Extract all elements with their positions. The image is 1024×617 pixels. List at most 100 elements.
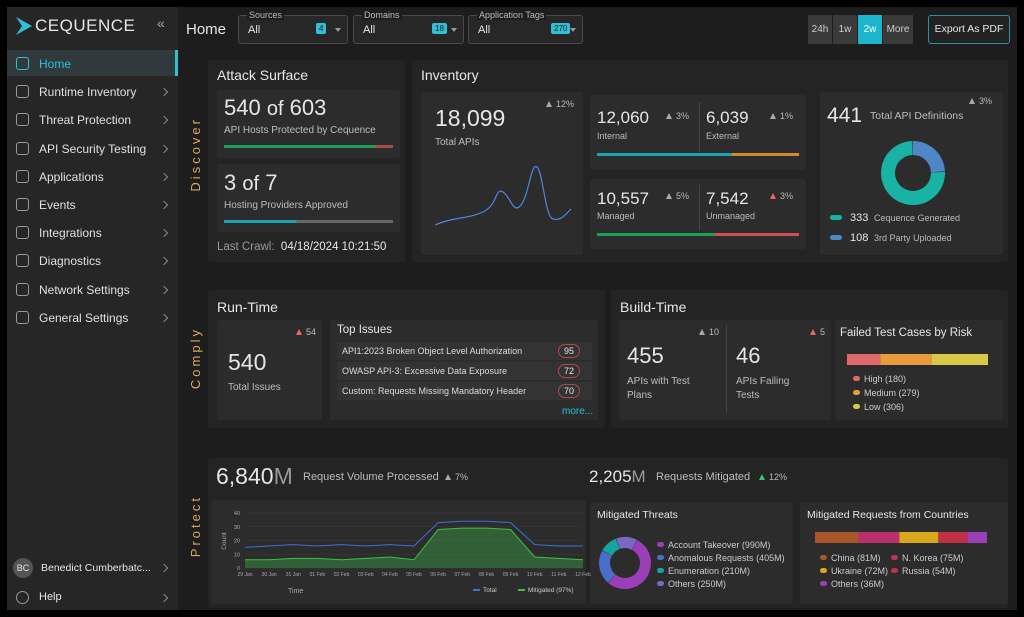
nav-icon [16,57,29,70]
count-badge: 4 [316,23,327,34]
caption: Requests Mitigated [656,471,751,483]
legend-name: Account Takeover [668,540,740,550]
internal-value: 12,060 [597,108,649,127]
hosts-line: 540 of 603 [224,95,326,121]
arrow [770,193,776,199]
nav-item[interactable]: Integrations [39,226,102,241]
arrow [699,329,705,335]
legend-swatch [830,215,842,220]
section-label: Discover [188,117,203,192]
managed-value: 10,557 [597,189,649,208]
change-value: 54 [306,327,317,337]
nav-item[interactable]: Events [39,198,76,212]
range-button[interactable]: More [883,15,913,44]
legend-item: Russia (54M) [902,566,956,576]
arrow [666,113,672,119]
section-label: Protect [188,495,203,558]
change: 3% [666,111,689,121]
nav-icon [16,113,29,127]
tile [590,95,806,170]
last-crawl: Last Crawl: 04/18/2024 10:21:50 [217,241,386,253]
arrow [969,98,975,104]
export-button[interactable]: Export As PDF [928,15,1010,44]
legend-swatch [820,581,827,586]
total: 7 [265,170,278,195]
caption: Unmanaged [706,211,756,221]
range-button[interactable]: 1w [833,15,857,44]
count-badge: 18 [432,23,447,34]
logo: CEQUENCE [35,16,136,35]
legend-swatch [657,555,664,560]
nav-icon [16,198,29,211]
legend-item: Medium (279) [864,388,920,398]
nav-item[interactable]: Diagnostics [39,254,102,269]
nav-item[interactable]: Network Settings [39,282,130,297]
help-icon [16,591,29,604]
value-label: (990M) [741,540,771,550]
value-label: (210M) [721,566,751,576]
user-name[interactable]: Benedict Cumberbatc... [41,562,151,574]
arrow [759,474,765,480]
value-label: (250M) [697,579,727,589]
value-label: (81M) [857,553,881,563]
nav-icon [16,254,29,268]
failing-value: 46 [736,343,761,368]
card-title: Build-Time [620,299,687,315]
definitions-value: 441 [827,104,863,127]
volume: 6,840M [216,463,293,490]
issue-name: Custom: Requests Missing Mandatory Heade… [342,386,527,396]
legend-item: Anomalous Requests (405M) [668,553,785,563]
legend-item: Others (36M) [831,579,884,589]
count: 540 [224,95,261,120]
legend-name: Others [668,579,696,589]
value-label: (36M) [860,579,885,589]
range-button[interactable]: 2w [858,15,882,44]
legend-item: High (180) [864,374,906,384]
total: 603 [289,95,327,120]
label: Last Crawl: [217,241,275,253]
value-label: (54M) [932,566,956,576]
change: 5 [810,327,825,337]
legend-swatch [657,542,664,547]
nav-item[interactable]: Runtime Inventory [39,85,137,100]
active-bar [175,50,178,76]
arrow [546,101,552,107]
card-title: Attack Surface [217,67,309,83]
nav-item[interactable]: Applications [39,169,104,184]
arrow [770,113,776,119]
nav-item[interactable]: API Security Testing [39,141,147,156]
legend-value: 108 [850,232,869,244]
issue-row [337,362,592,380]
avatar[interactable]: BC [13,558,33,578]
caption: Total APIs [435,137,480,148]
value-label: (405M) [756,553,785,563]
legend-item: Account Takeover (990M) [668,540,770,550]
range-button[interactable]: 24h [808,15,832,44]
legend-swatch [891,568,898,573]
legend-name: Medium [864,388,897,398]
date: 04/18/2024 10:21:50 [280,241,387,253]
total-apis: 18,099 [435,105,506,131]
nav-item[interactable]: General Settings [39,310,129,325]
change: 54 [296,327,316,337]
arrow [666,193,672,199]
tile [800,502,1008,604]
more-link[interactable]: more... [562,406,594,417]
legend-swatch [657,568,664,573]
nav-item[interactable]: Home [39,57,72,71]
legend-name: Anomalous Requests [668,553,754,563]
change-value: 7% [455,472,469,482]
value-label: (306) [883,402,905,412]
value-label: (72M) [864,566,889,576]
collapse-button[interactable]: « [157,15,165,31]
legend-item: Enumeration (210M) [668,566,750,576]
help[interactable]: Help [39,591,62,603]
caption: Hosting Providers Approved [224,200,348,211]
filter-value: All [363,24,376,36]
legend-value: 333 [850,212,869,224]
nav-item[interactable]: Threat Protection [39,113,132,128]
caret [451,28,457,32]
caption: APIs Failing Tests [736,376,790,401]
change: 3% [770,191,793,201]
